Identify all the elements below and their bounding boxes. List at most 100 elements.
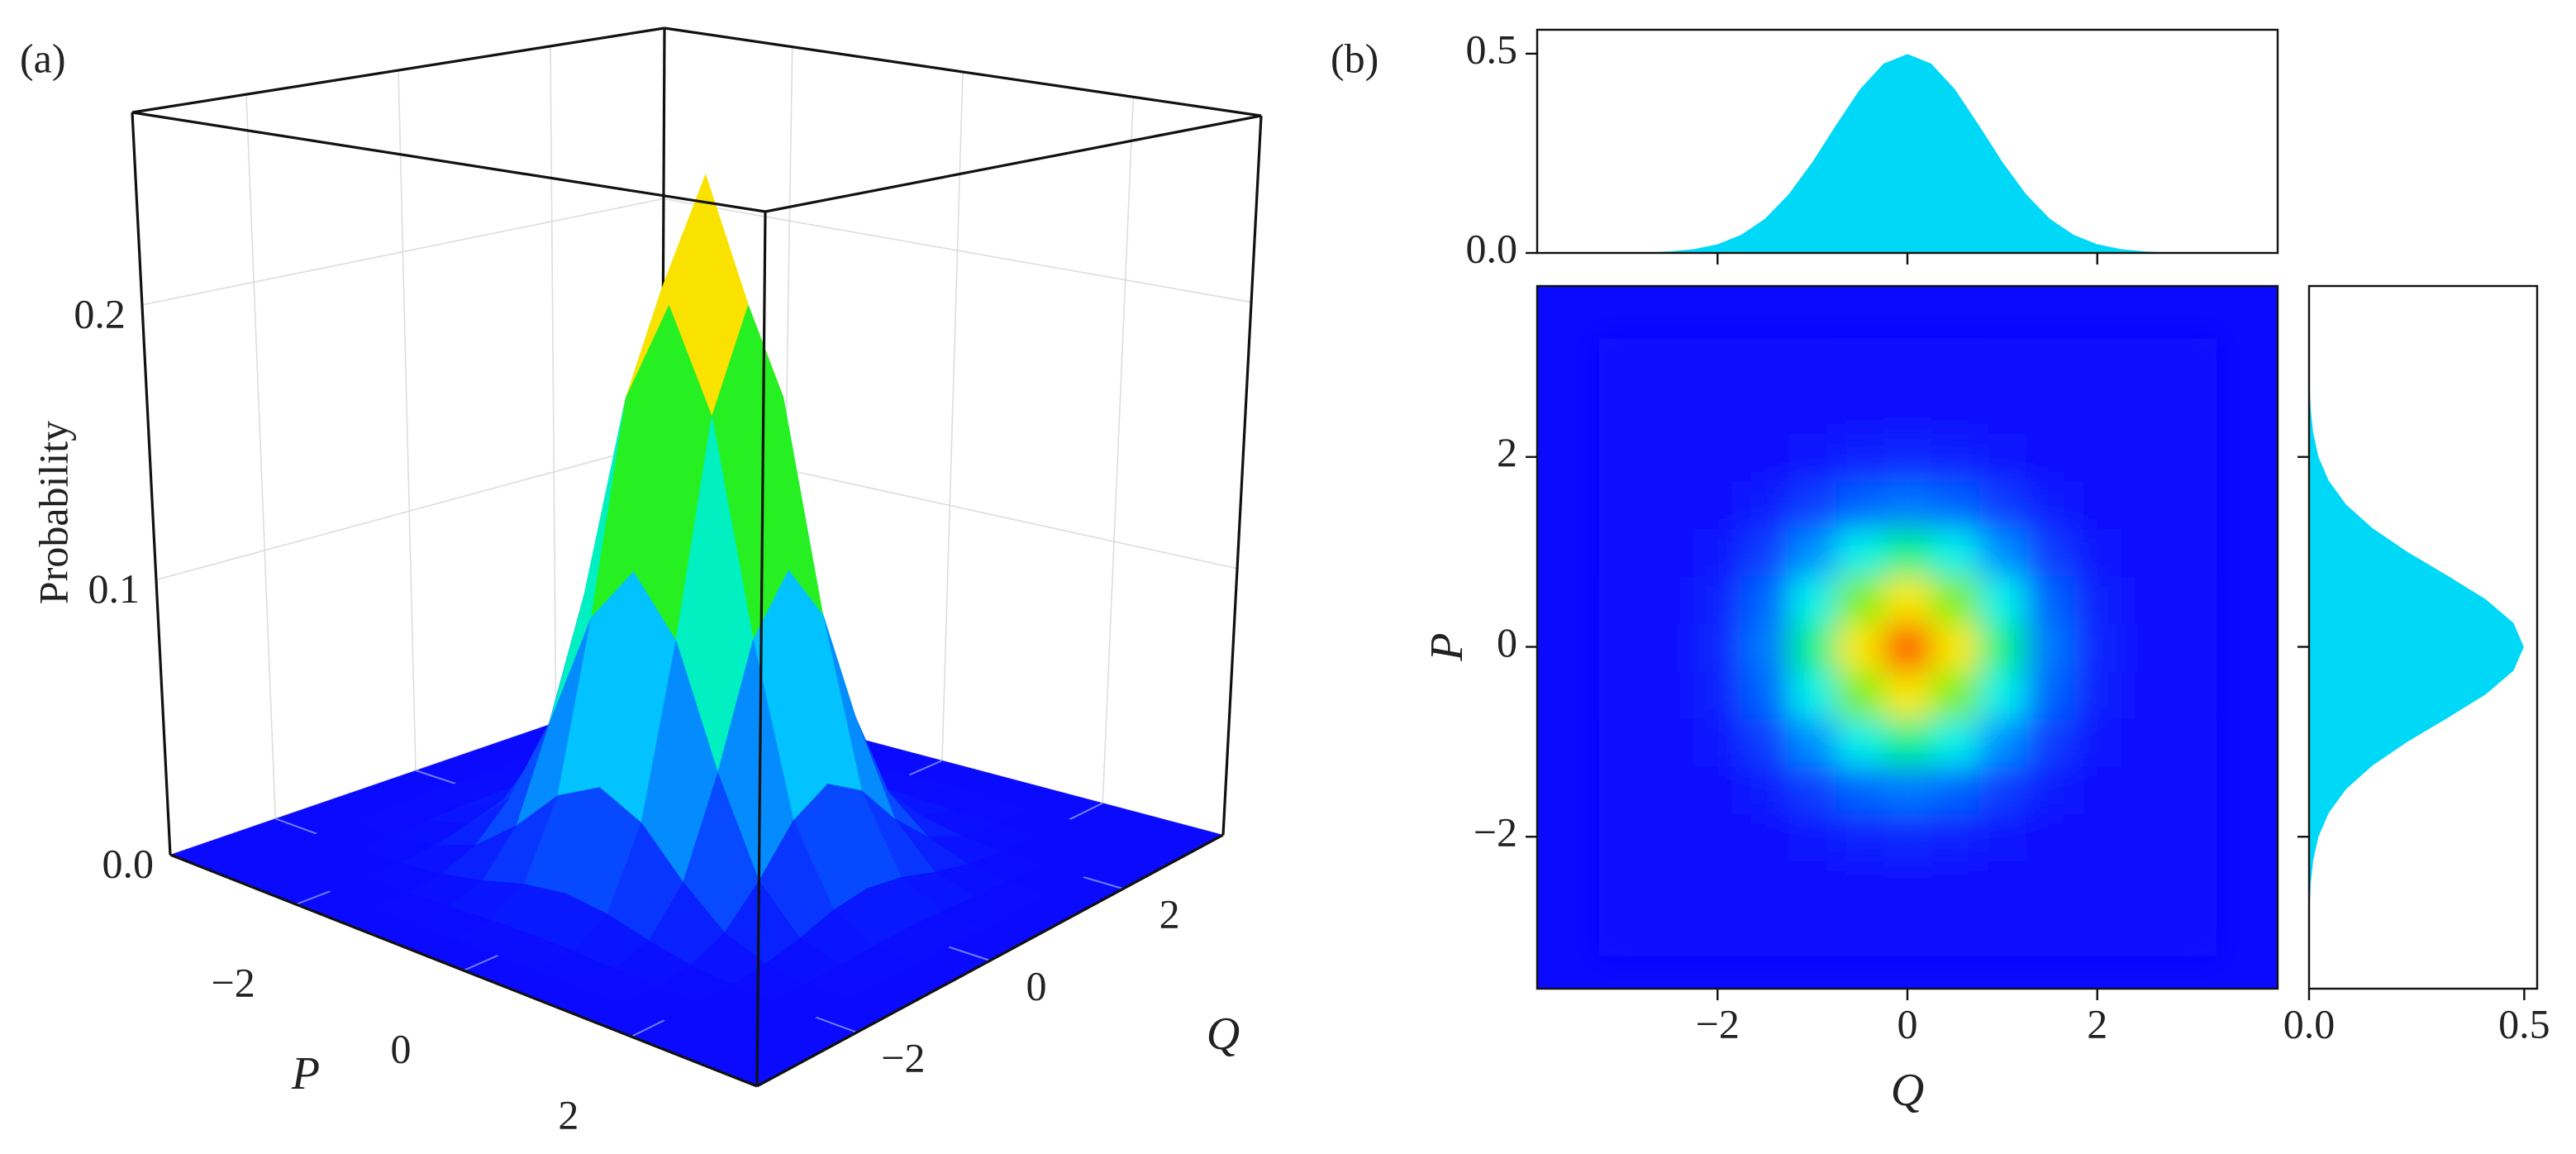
heatmap-cell	[1836, 908, 1885, 956]
heatmap-cell	[1740, 385, 1790, 435]
heatmap-cell	[1598, 385, 1648, 435]
heatmap-cell	[2121, 718, 2169, 767]
heatmap-cell	[2026, 575, 2075, 624]
heatmap-cell	[1693, 338, 1742, 387]
heatmap-cell	[1788, 860, 1837, 909]
heatmap-cell	[1693, 433, 1742, 482]
heatmap-cell	[1598, 433, 1648, 482]
heatmap-cell	[2074, 813, 2122, 861]
heatmap-cell	[1931, 385, 1980, 435]
heatmap-cell	[1646, 622, 1695, 672]
box-edge	[764, 114, 1262, 213]
heatmap-cell	[1740, 670, 1790, 719]
heatmap-cell	[1693, 527, 1742, 577]
z-axis-title: Probability	[30, 421, 76, 604]
heatmap-cell	[2026, 718, 2075, 767]
heatmap-cell	[1836, 575, 1885, 624]
panel-label: (b)	[1331, 35, 1378, 81]
heatmap-cell	[1740, 338, 1790, 387]
heatmap-cell	[2026, 908, 2075, 956]
heatmap-cell	[1931, 813, 1980, 861]
x-tick-label: 0	[1897, 1000, 1918, 1047]
p-tick-label: 0	[391, 1025, 412, 1071]
heatmap-cell	[2121, 480, 2169, 529]
heatmap-cell	[1836, 718, 1885, 767]
box-edge	[755, 211, 767, 1087]
heatmap-cell	[1883, 527, 1932, 577]
heatmap-cell	[1788, 670, 1837, 719]
heatmap-cell	[2121, 385, 2169, 435]
heatmap-cell	[1931, 575, 1980, 624]
heatmap-cell	[1978, 338, 2027, 387]
heatmap-cell	[1740, 575, 1790, 624]
heatmap-cell	[2074, 908, 2122, 956]
heatmap-cell	[1931, 338, 1980, 387]
heatmap-cell	[1978, 908, 2027, 956]
heatmap-cell	[1740, 480, 1790, 529]
heatmap-cell	[1931, 860, 1980, 909]
marginal-area	[2309, 314, 2524, 980]
y-tick-label: 2	[1497, 429, 1517, 475]
heatmap-cell	[2074, 718, 2122, 767]
heatmap-cell	[2074, 575, 2122, 624]
heatmap-cell	[1883, 670, 1932, 719]
heatmap-cell	[2121, 433, 2169, 482]
heatmap-cell	[2121, 813, 2169, 861]
heatmap-cell	[2168, 908, 2217, 956]
heatmap-cell	[1598, 480, 1648, 529]
grid-line	[398, 69, 417, 771]
heatmap-cell	[2026, 527, 2075, 577]
marginal-frame	[2307, 284, 2539, 990]
heatmap-cell	[2121, 622, 2169, 672]
heatmap-cell	[2026, 622, 2075, 672]
heatmap-cell	[1883, 480, 1932, 529]
heatmap-cell	[1931, 527, 1980, 577]
heatmap-cell	[1883, 718, 1932, 767]
heatmap-cell	[1883, 765, 1932, 814]
heatmap-cell	[2168, 575, 2217, 624]
heatmap-cell	[1693, 765, 1742, 814]
box-edge	[131, 112, 172, 856]
x-tick-label: 0.0	[2283, 1000, 2336, 1047]
heatmap-cell	[1788, 908, 1837, 956]
p-tick-label: −2	[212, 959, 255, 1005]
heatmap-cell	[1598, 765, 1648, 814]
heatmap-cell	[1598, 527, 1648, 577]
heatmap-cell	[2026, 670, 2075, 719]
heatmap-cell	[1978, 385, 2027, 435]
grid-line	[1102, 97, 1135, 804]
heatmap-cell	[1646, 813, 1695, 861]
heatmap-cell	[2026, 765, 2075, 814]
surface-patch	[705, 1018, 783, 1053]
heatmap-cell	[1978, 860, 2027, 909]
y-tick-label: 0	[1497, 619, 1517, 665]
heatmap-cell	[1646, 527, 1695, 577]
heatmap-cell	[1788, 480, 1837, 529]
heatmap-cell	[1693, 813, 1742, 861]
heatmap-cell	[1740, 622, 1790, 672]
x-tick-label: 0.5	[2498, 1000, 2550, 1047]
heatmap-cell	[1646, 860, 1695, 909]
heatmap-cell	[1836, 622, 1885, 672]
heatmap-cell	[1598, 908, 1648, 956]
heatmap-cell	[2026, 338, 2075, 387]
heatmap-cell	[2026, 813, 2075, 861]
heatmap-cell	[1693, 385, 1742, 435]
heatmap-cell	[2074, 765, 2122, 814]
heatmap-cell	[1646, 908, 1695, 956]
heatmap-cell	[2074, 527, 2122, 577]
heatmap-cell	[1978, 622, 2027, 672]
heatmap-cell	[1883, 575, 1932, 624]
heatmap-cell	[2121, 338, 2169, 387]
grid-line	[941, 71, 964, 761]
heatmap-cell	[1931, 765, 1980, 814]
heatmap-cell	[1598, 860, 1648, 909]
p-axis-title: P	[291, 1048, 320, 1099]
heatmap-cell	[1598, 718, 1648, 767]
heatmap-cell	[1836, 480, 1885, 529]
heatmap-cell	[1931, 718, 1980, 767]
heatmap-cell	[1788, 385, 1837, 435]
heatmap-cell	[1978, 718, 2027, 767]
heatmap-cell	[1646, 670, 1695, 719]
heatmap-cell	[2168, 670, 2217, 719]
